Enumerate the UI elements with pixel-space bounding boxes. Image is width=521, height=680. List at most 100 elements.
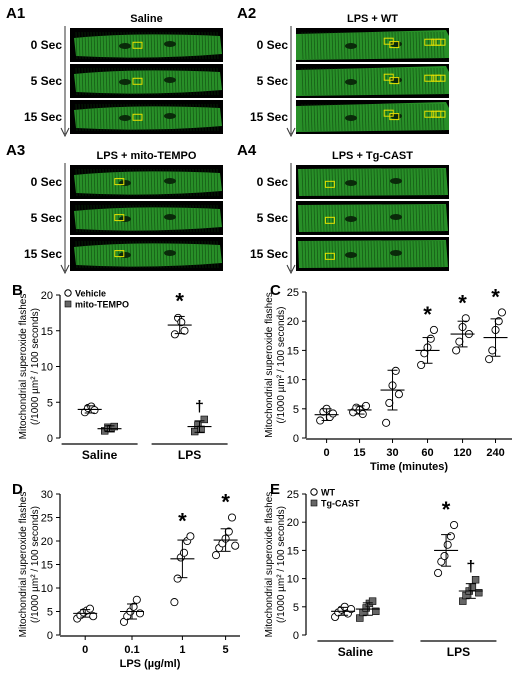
y-tick-label: 0 xyxy=(293,630,299,642)
x-category-label: LPS xyxy=(447,645,470,659)
time-label: 5 Sec xyxy=(30,74,62,88)
y-tick-label: 15 xyxy=(287,345,299,357)
panel-label-e: E xyxy=(270,481,280,498)
x-category-label: Saline xyxy=(338,645,374,659)
y-tick-label: 25 xyxy=(41,513,53,525)
y-tick-label: 30 xyxy=(41,489,53,501)
time-arrow xyxy=(60,26,70,138)
time-label: 5 Sec xyxy=(256,211,288,225)
y-axis-label: Mitochondrial superoxide flashes xyxy=(264,492,275,638)
panel-title-a3: LPS + mito-TEMPO xyxy=(96,150,197,162)
y-tick-label: 15 xyxy=(41,326,53,338)
data-point xyxy=(200,415,208,424)
panel-title-a4: LPS + Tg-CAST xyxy=(332,150,413,162)
data-point xyxy=(227,513,237,522)
data-point xyxy=(110,422,119,431)
data-point xyxy=(385,398,394,408)
data-point xyxy=(497,308,506,317)
cardiomyocyte-frame xyxy=(296,64,449,98)
legend-marker xyxy=(310,488,318,496)
x-tick-label: 30 xyxy=(386,447,398,459)
y-tick-label: 5 xyxy=(47,607,53,619)
data-point xyxy=(488,346,497,355)
y-tick-label: 20 xyxy=(287,316,299,328)
data-point xyxy=(443,540,452,549)
y-tick-label: 5 xyxy=(293,404,299,416)
panel-label-b: B xyxy=(12,282,23,299)
y-tick-label: 10 xyxy=(287,375,299,387)
time-label: 15 Sec xyxy=(23,247,62,261)
data-point xyxy=(90,406,99,415)
cardiomyocyte-frame xyxy=(70,201,223,235)
time-arrow xyxy=(60,163,70,275)
y-axis-label: (/1000 µm² / 100 seconds) xyxy=(30,506,41,623)
cardiomyocyte-frame xyxy=(296,100,449,134)
time-arrow xyxy=(286,163,296,275)
panel-label-c: C xyxy=(270,282,281,299)
time-label: 0 Sec xyxy=(256,175,288,189)
data-point xyxy=(440,551,449,561)
y-tick-label: 0 xyxy=(293,433,299,445)
data-point xyxy=(468,583,477,591)
data-point xyxy=(382,418,391,427)
y-tick-label: 10 xyxy=(41,583,53,595)
panel-title-a1: Saline xyxy=(130,13,163,25)
data-point xyxy=(471,576,480,584)
data-point xyxy=(368,597,377,605)
x-tick-label: 60 xyxy=(421,447,433,459)
data-point xyxy=(231,541,240,550)
legend-label: Vehicle xyxy=(75,289,106,299)
significance-mark: * xyxy=(175,288,184,313)
data-point xyxy=(475,588,483,597)
panel-label-d: D xyxy=(12,481,23,498)
y-tick-label: 5 xyxy=(47,397,53,409)
data-point xyxy=(434,568,443,578)
cardiomyocyte-frame xyxy=(296,165,449,199)
time-label: 15 Sec xyxy=(249,247,288,261)
x-tick-label: 0 xyxy=(82,644,88,656)
time-label: 15 Sec xyxy=(249,110,288,124)
data-point xyxy=(186,532,195,541)
significance-mark: † xyxy=(466,559,475,576)
data-point xyxy=(372,607,380,616)
significance-mark: * xyxy=(221,490,230,515)
y-tick-label: 15 xyxy=(41,560,53,572)
data-point xyxy=(485,355,494,364)
time-label: 0 Sec xyxy=(256,38,288,52)
x-axis-label: LPS (µg/ml) xyxy=(120,658,181,670)
data-point xyxy=(391,366,400,375)
significance-mark: * xyxy=(423,302,432,327)
data-point xyxy=(211,551,221,560)
x-category-label: LPS xyxy=(178,448,201,462)
significance-mark: * xyxy=(442,497,451,522)
x-tick-label: 1 xyxy=(179,644,185,656)
time-label: 5 Sec xyxy=(30,211,62,225)
data-point xyxy=(429,325,438,335)
y-tick-label: 0 xyxy=(47,433,53,445)
data-point xyxy=(179,548,189,557)
x-tick-label: 120 xyxy=(453,447,471,459)
y-axis-label: Mitochondrial superoxide flashes xyxy=(18,492,29,638)
panel-title-a2: LPS + WT xyxy=(346,13,399,25)
y-tick-label: 25 xyxy=(287,489,299,501)
data-point xyxy=(180,326,189,335)
x-tick-label: 5 xyxy=(223,644,229,656)
cardiomyocyte-frame xyxy=(70,64,223,98)
cardiomyocyte-frame xyxy=(70,28,223,62)
y-axis-label: Mitochondrial superoxide flashes xyxy=(264,292,275,438)
y-tick-label: 0 xyxy=(47,630,53,642)
data-point xyxy=(461,314,470,323)
y-axis-label: (/1000 µm² / 100 seconds) xyxy=(276,307,287,424)
x-tick-label: 15 xyxy=(353,447,365,459)
y-tick-label: 20 xyxy=(287,517,299,529)
legend-marker xyxy=(64,289,72,297)
panel-label-a3: A3 xyxy=(6,142,26,159)
data-point xyxy=(394,390,403,399)
data-point xyxy=(132,595,141,604)
panel-label-a1: A1 xyxy=(6,5,26,22)
cardiomyocyte-frame xyxy=(296,201,449,235)
significance-mark: * xyxy=(458,290,467,315)
x-category-label: Saline xyxy=(82,448,118,462)
x-tick-label: 240 xyxy=(486,447,504,459)
